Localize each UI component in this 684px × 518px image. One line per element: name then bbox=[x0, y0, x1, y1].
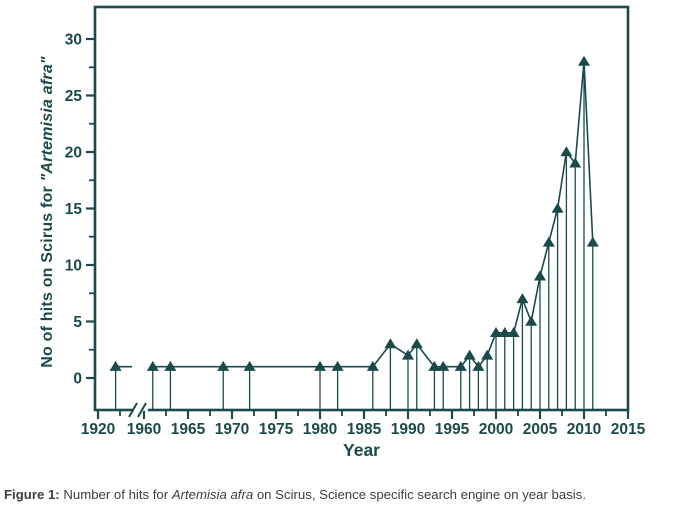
x-tick-label-2005: 2005 bbox=[523, 421, 558, 438]
data-point-marker-1993 bbox=[428, 360, 441, 371]
y-tick-label-5: 5 bbox=[73, 314, 82, 331]
y-axis-title-regular: No of hits on Scirus for bbox=[39, 181, 56, 367]
x-tick-label-1965: 1965 bbox=[171, 421, 206, 438]
series-line-segment bbox=[548, 208, 559, 243]
data-point-marker-1980 bbox=[314, 360, 326, 371]
data-point-marker-2001 bbox=[498, 327, 511, 337]
y-axis-title: No of hits on Scirus for "Artemisia afra… bbox=[39, 56, 56, 368]
series-line-segment bbox=[574, 61, 585, 164]
y-axis-title-species: "Artemisia afra" bbox=[39, 56, 56, 181]
figure-caption: Figure 1: Number of hits for Artemisia a… bbox=[4, 487, 684, 504]
data-point-marker-2009 bbox=[569, 157, 582, 168]
data-point-marker-2003 bbox=[516, 293, 529, 304]
series-line-segment bbox=[583, 61, 594, 243]
figure-caption-species: Artemisia afra bbox=[171, 487, 254, 502]
x-tick-label-2010: 2010 bbox=[567, 421, 601, 438]
figure-caption-pre: Number of hits for bbox=[59, 487, 172, 502]
x-tick-label-2015: 2015 bbox=[611, 421, 646, 438]
axis-break-slash bbox=[137, 402, 147, 418]
data-point-marker-1963 bbox=[164, 360, 177, 371]
x-tick-label-1960: 1960 bbox=[127, 421, 161, 438]
data-point-marker-1982 bbox=[331, 360, 344, 371]
series-line-segment bbox=[530, 276, 541, 322]
data-point-marker-2004 bbox=[525, 315, 538, 326]
series-line-segment bbox=[539, 242, 550, 277]
data-point-marker-1999 bbox=[481, 349, 494, 360]
x-tick-label-1920: 1920 bbox=[81, 421, 115, 438]
data-point-marker-2011 bbox=[586, 236, 599, 247]
axis-break-slash bbox=[128, 402, 138, 418]
x-tick-label-2000: 2000 bbox=[479, 421, 513, 438]
y-tick-label-15: 15 bbox=[65, 201, 83, 218]
x-tick-label-1975: 1975 bbox=[259, 421, 294, 438]
data-point-marker-1972 bbox=[243, 360, 256, 371]
data-point-marker-1986 bbox=[366, 360, 379, 371]
data-point-marker-2010 bbox=[578, 55, 590, 66]
y-tick-label-30: 30 bbox=[65, 32, 82, 49]
series-line-segment bbox=[556, 151, 568, 209]
y-tick-label-0: 0 bbox=[73, 371, 82, 388]
plot-border bbox=[93, 5, 630, 412]
x-tick-label-1985: 1985 bbox=[347, 421, 382, 438]
data-point-marker-2000 bbox=[490, 327, 502, 337]
data-point-marker-2006 bbox=[542, 236, 555, 247]
data-point-marker-1969 bbox=[217, 360, 230, 371]
data-point-marker-1996 bbox=[454, 360, 467, 371]
figure-caption-post: on Scirus, Science specific search engin… bbox=[253, 487, 586, 502]
data-point-marker-1988 bbox=[384, 338, 397, 349]
data-point-marker-2002 bbox=[507, 327, 520, 337]
hits-per-year-chart: 1920 1960 1965 1970 1975 1980 1985 1990 1995 2000… bbox=[39, 5, 646, 460]
x-tick-label-1980: 1980 bbox=[303, 421, 337, 438]
y-tick-label-10: 10 bbox=[65, 258, 82, 275]
data-point-marker-2008 bbox=[560, 146, 573, 157]
series-line-segment bbox=[512, 298, 524, 334]
data-point-marker-1990 bbox=[402, 349, 414, 360]
x-tick-label-1970: 1970 bbox=[215, 421, 249, 438]
data-point-marker-1994 bbox=[437, 360, 450, 371]
data-point-marker-2005 bbox=[534, 270, 546, 281]
data-point-marker-2007 bbox=[551, 202, 564, 213]
data-point-marker-1961 bbox=[146, 360, 159, 371]
data-point-marker-1997 bbox=[463, 349, 476, 360]
x-tick-label-1995: 1995 bbox=[435, 421, 470, 438]
data-point-marker-1922 bbox=[109, 360, 122, 371]
x-axis-title: Year bbox=[343, 440, 380, 460]
data-point-marker-1998 bbox=[472, 360, 485, 371]
y-tick-label-25: 25 bbox=[65, 88, 83, 105]
data-point-marker-1991 bbox=[410, 338, 423, 349]
figure-caption-label: Figure 1: bbox=[4, 487, 60, 502]
y-tick-label-20: 20 bbox=[65, 145, 82, 162]
x-tick-label-1990: 1990 bbox=[391, 421, 425, 438]
